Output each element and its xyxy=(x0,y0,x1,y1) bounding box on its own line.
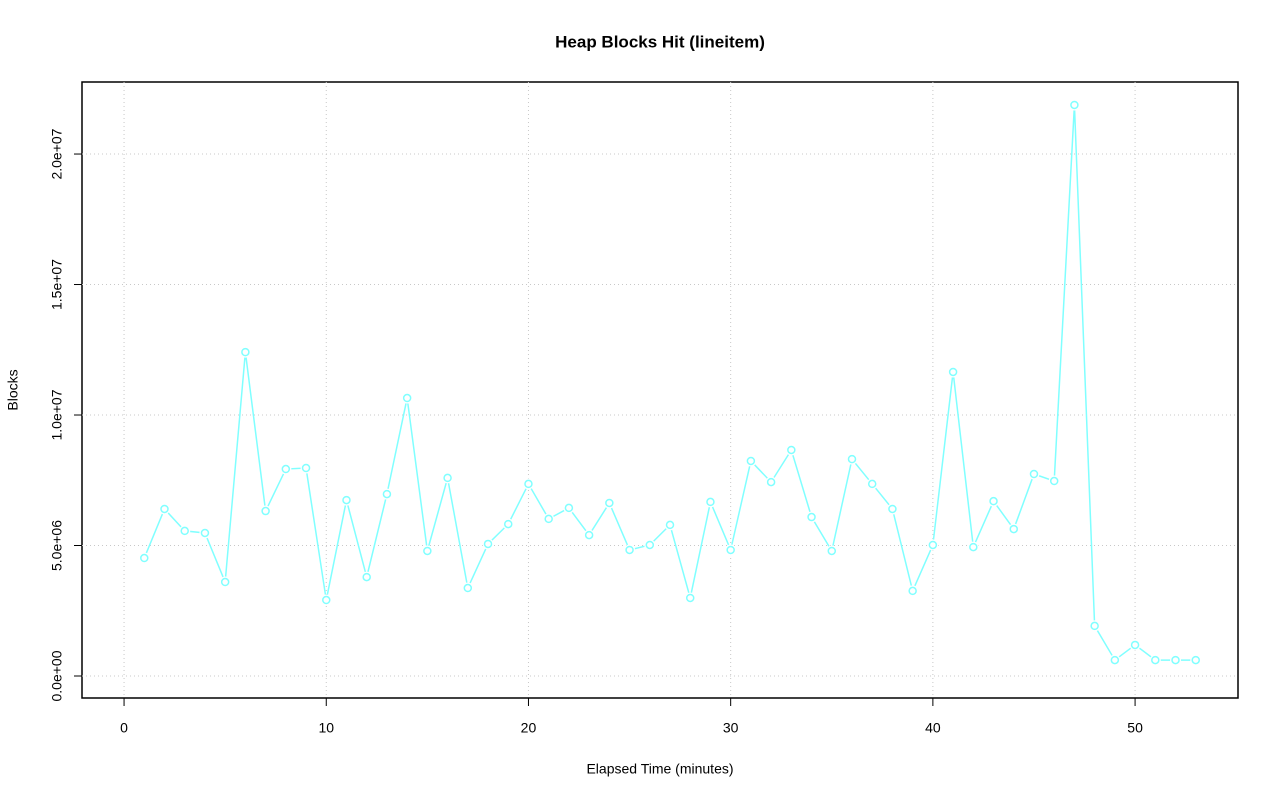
data-point xyxy=(301,463,311,473)
data-point xyxy=(1191,655,1200,665)
data-point xyxy=(1171,655,1180,665)
data-point xyxy=(200,528,210,538)
data-point xyxy=(766,477,776,487)
x-tick-label: 30 xyxy=(723,720,739,736)
y-tick-label: 1.5e+07 xyxy=(49,259,65,310)
data-point xyxy=(928,540,938,550)
data-point xyxy=(261,506,270,516)
data-point xyxy=(584,530,594,540)
x-tick-label: 20 xyxy=(521,720,537,736)
data-point xyxy=(706,497,715,507)
data-point xyxy=(140,553,149,563)
data-point xyxy=(160,504,169,514)
data-point xyxy=(1151,655,1160,665)
data-point xyxy=(645,540,655,550)
data-point xyxy=(1070,100,1079,110)
data-point xyxy=(544,514,553,524)
data-point xyxy=(888,504,897,514)
data-point xyxy=(402,393,412,403)
chart-title: Heap Blocks Hit (lineitem) xyxy=(555,32,765,51)
y-tick-label: 0.0e+00 xyxy=(49,650,65,701)
data-point xyxy=(1049,476,1059,486)
data-point xyxy=(1009,524,1019,534)
data-point xyxy=(726,545,735,555)
x-tick-label: 0 xyxy=(120,720,128,736)
x-tick-label: 10 xyxy=(318,720,334,736)
data-point xyxy=(503,519,513,529)
plot-frame xyxy=(81,81,1239,699)
data-point xyxy=(807,512,816,522)
data-point xyxy=(989,496,998,506)
data-point xyxy=(847,454,857,464)
data-point xyxy=(908,586,917,596)
data-point xyxy=(685,593,695,603)
data-point xyxy=(423,546,432,556)
y-tick-label: 2.0e+07 xyxy=(49,128,65,179)
y-axis-label: Blocks xyxy=(5,369,21,410)
data-line xyxy=(143,104,1196,662)
data-point xyxy=(625,545,634,555)
data-point xyxy=(220,577,230,587)
data-point xyxy=(969,542,978,552)
data-point xyxy=(180,526,189,536)
x-tick-label: 40 xyxy=(925,720,941,736)
x-axis-label: Elapsed Time (minutes) xyxy=(586,761,733,777)
data-point xyxy=(382,489,392,499)
data-point xyxy=(322,595,331,605)
data-point xyxy=(524,479,533,489)
data-point xyxy=(665,520,675,530)
data-point xyxy=(827,546,837,556)
data-point xyxy=(463,583,473,593)
data-point xyxy=(746,456,756,466)
data-point xyxy=(1090,621,1099,631)
y-tick-label: 1.0e+07 xyxy=(49,389,65,440)
data-point xyxy=(1110,655,1120,665)
x-tick-label: 50 xyxy=(1127,720,1143,736)
data-point xyxy=(281,464,291,474)
data-point xyxy=(241,347,250,357)
data-point xyxy=(787,445,796,455)
y-tick-label: 5.0e+06 xyxy=(49,520,65,571)
data-point xyxy=(1130,640,1140,650)
data-point xyxy=(867,479,877,489)
data-point xyxy=(948,367,958,377)
data-point xyxy=(342,495,351,505)
data-point xyxy=(605,498,614,508)
data-point xyxy=(483,539,493,549)
data-point xyxy=(362,572,371,582)
data-point xyxy=(1029,469,1039,479)
data-point xyxy=(443,473,452,483)
data-point xyxy=(564,503,574,513)
